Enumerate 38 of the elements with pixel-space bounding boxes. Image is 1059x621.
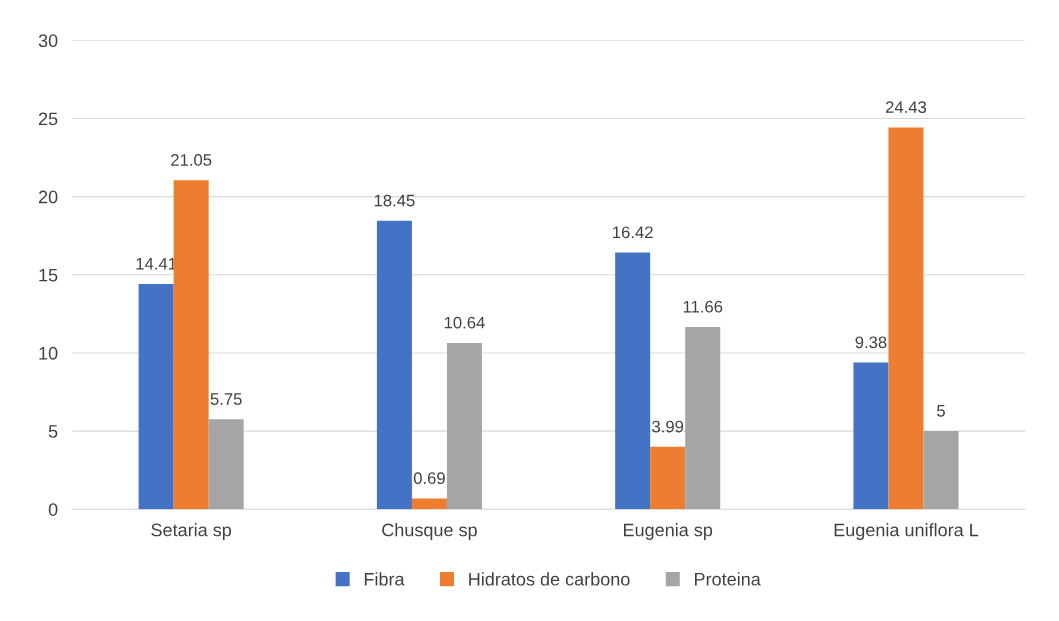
data-label: 5.75 [210,393,242,405]
bar [411,498,447,510]
bar [615,252,651,510]
legend-label: Hidratos de carbono [469,572,630,586]
y-tick-label: 30 [38,34,58,48]
data-label: 3.99 [652,420,684,433]
bar [446,342,482,510]
x-tick-label: Chusque sp [382,523,477,540]
x-tick-label: Eugenia uniflora L [834,523,979,540]
y-tick-label: 20 [38,190,58,204]
data-label: 24.43 [885,101,927,114]
data-label: 18.45 [374,194,415,207]
y-tick-label: 25 [38,112,58,126]
legend-label: Fibra [364,572,405,586]
bar [138,284,174,510]
y-tick-label: 0 [48,503,58,516]
bar [208,419,244,510]
y-tick-label: 15 [39,268,58,282]
bar [888,127,924,510]
x-tick-label: Setaria sp [151,523,232,540]
legend-label: Proteina [695,572,761,586]
bar [853,362,889,510]
data-label: 21.05 [171,154,212,166]
bar [650,446,686,510]
data-label: 0.69 [413,472,445,485]
data-label: 5 [937,405,945,417]
data-label: 14.41 [136,257,177,270]
bar [923,431,959,510]
x-tick-label: Eugenia sp [624,523,713,540]
data-label: 16.42 [613,226,653,239]
bar [376,220,412,510]
y-tick-label: 5 [48,425,58,438]
data-label: 10.64 [444,316,485,329]
bar [685,326,721,510]
data-label: 9.38 [855,336,887,349]
y-tick-label: 10 [39,346,58,360]
bar [173,180,209,510]
data-label: 11.66 [683,300,723,313]
